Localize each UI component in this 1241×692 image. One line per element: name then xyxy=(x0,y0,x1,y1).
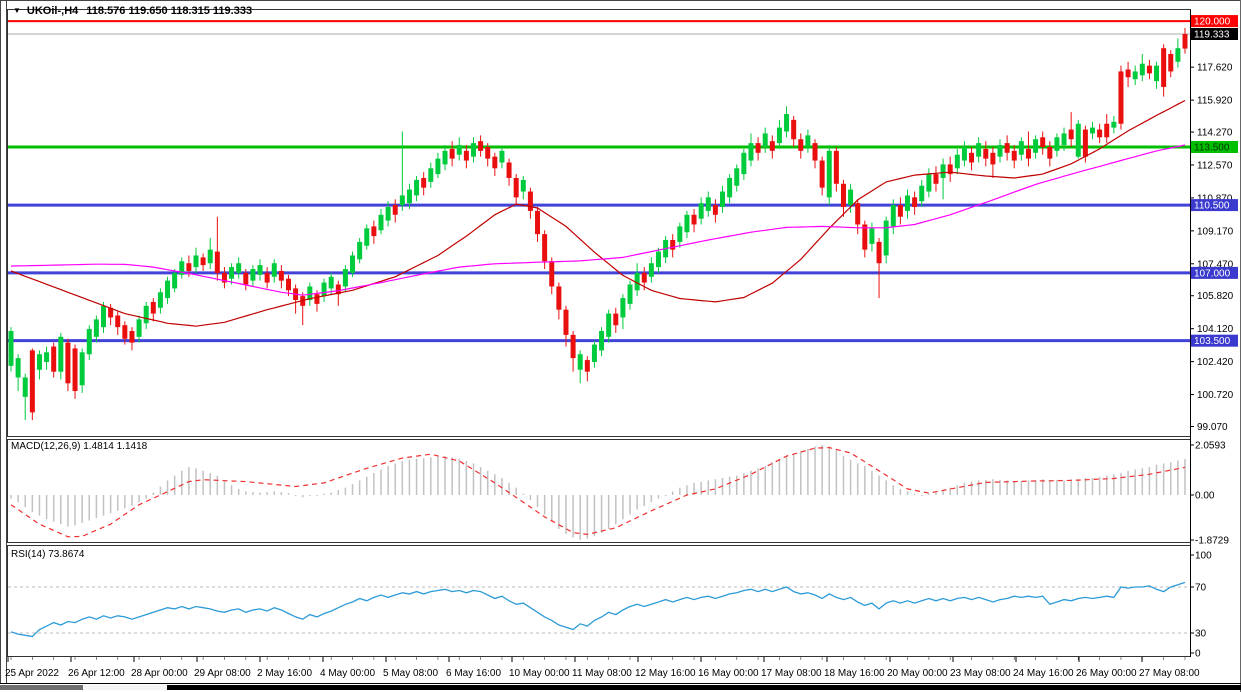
svg-text:16 May 00:00: 16 May 00:00 xyxy=(698,668,759,679)
svg-text:99.070: 99.070 xyxy=(1197,422,1228,433)
ohlc-readout: 118.576 119.650 118.315 119.333 xyxy=(86,5,253,17)
horizontal-scrollbar-thumb[interactable] xyxy=(0,685,83,690)
rsi-panel[interactable]: 100 70 30 0 xyxy=(8,551,1212,660)
ma-slow-line xyxy=(10,144,1186,296)
time-axis[interactable]: 25 Apr 2022 26 Apr 12:00 28 Apr 00:00 29 Ap… xyxy=(5,657,1200,679)
svg-text:29 Apr 08:00: 29 Apr 08:00 xyxy=(194,668,251,679)
svg-text:110.500: 110.500 xyxy=(1194,201,1230,212)
svg-text:117.620: 117.620 xyxy=(1197,63,1233,74)
svg-text:11 May 08:00: 11 May 08:00 xyxy=(572,668,632,679)
svg-text:70: 70 xyxy=(1195,583,1207,594)
svg-text:107.000: 107.000 xyxy=(1194,268,1231,279)
svg-text:0.00: 0.00 xyxy=(1195,491,1215,502)
svg-text:17 May 08:00: 17 May 08:00 xyxy=(761,668,822,679)
svg-text:6 May 16:00: 6 May 16:00 xyxy=(446,668,501,679)
svg-text:120.000: 120.000 xyxy=(1194,17,1231,28)
svg-text:109.170: 109.170 xyxy=(1197,226,1234,237)
svg-text:25 Apr 2022: 25 Apr 2022 xyxy=(5,668,59,679)
svg-text:112.570: 112.570 xyxy=(1197,160,1233,171)
svg-text:4 May 00:00: 4 May 00:00 xyxy=(320,668,375,679)
horizontal-scrollbar-track[interactable] xyxy=(167,685,1241,690)
chart-title-bar[interactable]: ▼ UKOil-,H4 118.576 119.650 118.315 119.33… xyxy=(13,5,252,17)
svg-text:110.870: 110.870 xyxy=(1197,193,1233,204)
svg-text:107.470: 107.470 xyxy=(1197,259,1234,270)
svg-text:24 May 16:00: 24 May 16:00 xyxy=(1013,668,1074,679)
svg-text:113.500: 113.500 xyxy=(1194,142,1230,153)
svg-text:20 May 00:00: 20 May 00:00 xyxy=(887,668,948,679)
rsi-indicator-label: RSI(14) 73.8674 xyxy=(11,549,85,560)
svg-text:27 May 08:00: 27 May 08:00 xyxy=(1139,668,1200,679)
svg-text:26 Apr 12:00: 26 Apr 12:00 xyxy=(68,668,125,679)
svg-text:102.420: 102.420 xyxy=(1197,357,1234,368)
svg-text:28 Apr 00:00: 28 Apr 00:00 xyxy=(131,668,188,679)
svg-text:114.270: 114.270 xyxy=(1197,128,1233,139)
svg-text:18 May 16:00: 18 May 16:00 xyxy=(824,668,885,679)
symbol-period-label: UKOil-,H4 xyxy=(26,5,79,17)
svg-text:30: 30 xyxy=(1195,629,1207,640)
svg-text:10 May 00:00: 10 May 00:00 xyxy=(509,668,570,679)
svg-text:100.720: 100.720 xyxy=(1197,390,1234,401)
svg-text:26 May 00:00: 26 May 00:00 xyxy=(1076,668,1137,679)
svg-text:103.500: 103.500 xyxy=(1194,336,1231,347)
svg-text:23 May 08:00: 23 May 08:00 xyxy=(950,668,1011,679)
svg-text:115.920: 115.920 xyxy=(1197,96,1233,107)
svg-text:12 May 16:00: 12 May 16:00 xyxy=(635,668,696,679)
ma-fast-line xyxy=(10,99,1186,327)
symbol-dropdown-icon[interactable]: ▼ xyxy=(13,6,21,15)
svg-text:105.820: 105.820 xyxy=(1197,291,1234,302)
svg-text:5 May 08:00: 5 May 08:00 xyxy=(383,668,438,679)
svg-text:119.333: 119.333 xyxy=(1194,30,1230,41)
svg-text:100: 100 xyxy=(1195,551,1212,562)
price-axis-badges: 120.000 119.333 113.500 110.500 107.000 103.5… xyxy=(1191,15,1238,347)
macd-panel[interactable]: 2.0593 0.00 -1.8729 xyxy=(10,440,1229,547)
svg-text:2.0593: 2.0593 xyxy=(1195,440,1226,451)
macd-indicator-label: MACD(12,26,9) 1.4814 1.1418 xyxy=(11,441,148,452)
svg-text:-1.8729: -1.8729 xyxy=(1195,536,1229,547)
horizontal-scrollbar-gap xyxy=(83,685,167,690)
svg-text:0: 0 xyxy=(1195,649,1201,660)
price-axis: 117.620 115.920 114.270 112.570 110.870 109.1… xyxy=(1190,10,1234,657)
svg-text:2 May 16:00: 2 May 16:00 xyxy=(257,668,312,679)
svg-text:104.120: 104.120 xyxy=(1197,324,1234,335)
